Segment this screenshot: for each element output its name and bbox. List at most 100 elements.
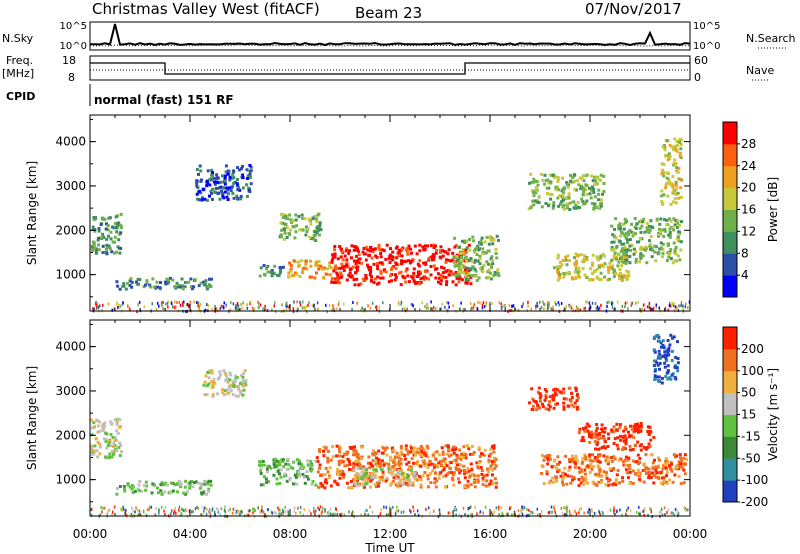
power-echo-cell [342,268,346,272]
velocity-echo-cell [419,464,423,468]
power-echo-cell [361,250,365,254]
power-echo-cell [577,183,581,187]
power-echo-patch [330,243,473,287]
power-ground-cell [167,305,169,309]
velocity-echo-cell [683,462,687,466]
velocity-echo-cell [361,482,365,486]
power-echo-cell [348,271,352,275]
power-echo-cell [208,194,211,198]
power-echo-cell [205,180,209,184]
power-echo-cell [295,272,299,276]
power-echo-cell [567,271,571,274]
power-echo-cell [623,252,627,256]
power-echo-cell [575,261,578,265]
velocity-ground-cell [427,506,430,510]
velocity-ground-cell [299,506,302,509]
power-ground-cell [400,302,402,306]
velocity-echo-cell [376,464,380,468]
velocity-echo-cell [597,472,601,476]
velocity-echo-cell [593,435,597,439]
velocity-echo-cell [562,407,566,411]
velocity-echo-cell [556,388,560,392]
velocity-echo-cell [126,482,130,486]
velocity-echo-cell [632,459,636,463]
velocity-ground-cell [284,505,286,509]
power-echo-cell [590,263,594,267]
power-echo-cell [447,248,451,252]
velocity-echo-cell [295,458,299,462]
power-echo-cell [493,272,497,276]
velocity-echo-cell [655,375,659,379]
velocity-echo-cell [644,466,648,470]
power-echo-cell [576,267,580,270]
power-echo-cell [653,250,657,254]
power-echo-cell [529,172,533,176]
velocity-echo-cell [443,461,447,465]
power-echo-cell [675,149,679,153]
power-echo-cell [178,285,182,289]
velocity-echo-cell [377,458,381,462]
power-ground-cell [369,306,372,310]
power-echo-cell [336,273,340,277]
velocity-echo-cell [552,465,556,468]
velocity-echo-cell [628,444,632,448]
velocity-echo-cell [426,485,430,489]
power-echo-cell [410,251,413,255]
velocity-echo-patch [202,369,248,398]
power-echo-cell [319,228,323,232]
velocity-echo-cell [188,486,192,490]
power-echo-cell [357,253,361,257]
power-echo-cell [223,179,227,183]
power-echo-cell [461,239,464,243]
power-echo-cell [677,224,681,227]
velocity-echo-cell [555,466,559,470]
velocity-echo-cell [643,469,647,472]
velocity-echo-cell [184,492,188,496]
power-echo-cell [680,220,683,224]
velocity-echo-cell [546,456,549,460]
velocity-echo-cell [411,481,415,485]
velocity-echo-cell [396,472,400,476]
velocity-echo-cell [380,451,384,455]
velocity-echo-cell [665,474,668,478]
power-ground-cell [179,303,182,307]
velocity-echo-cell [273,465,277,469]
power-ground-cell [558,303,560,307]
power-echo-cell [639,247,643,251]
power-ground-cell [584,308,587,312]
power-ground-cell [431,307,433,311]
velocity-ground-cell [185,509,188,513]
power-echo-cell [350,276,354,279]
power-ground-cell [472,306,475,310]
velocity-echo-cell [621,448,625,451]
velocity-echo-cell [682,468,686,472]
velocity-echo-cell [374,460,378,464]
velocity-echo-cell [638,444,642,448]
velocity-echo-cell [417,447,421,451]
nsky-trace [90,23,691,47]
power-ground-cell [473,303,475,307]
velocity-echo-cell [568,386,572,390]
velocity-echo-cell [670,349,674,353]
velocity-echo-cell [365,468,369,471]
power-ground-cell [584,306,586,310]
power-echo-cell [96,238,100,242]
power-echo-cell [208,183,212,187]
velocity-ground-cell [396,505,398,509]
velocity-echo-cell [566,404,570,408]
velocity-echo-cell [306,477,310,481]
power-echo-cell [143,283,147,287]
power-echo-cell [180,277,184,281]
power-echo-cell [620,275,624,279]
power-echo-cell [210,191,213,195]
power-echo-cell [106,224,110,227]
velocity-ground-cell [454,507,456,510]
power-echo-cell [485,276,489,280]
velocity-echo-cell [639,429,643,433]
velocity-echo-cell [113,450,116,454]
power-echo-cell [597,204,600,208]
velocity-ground-cell [150,505,153,509]
velocity-echo-cell [604,483,608,487]
power-echo-cell [235,182,239,186]
velocity-echo-cell [457,468,461,472]
